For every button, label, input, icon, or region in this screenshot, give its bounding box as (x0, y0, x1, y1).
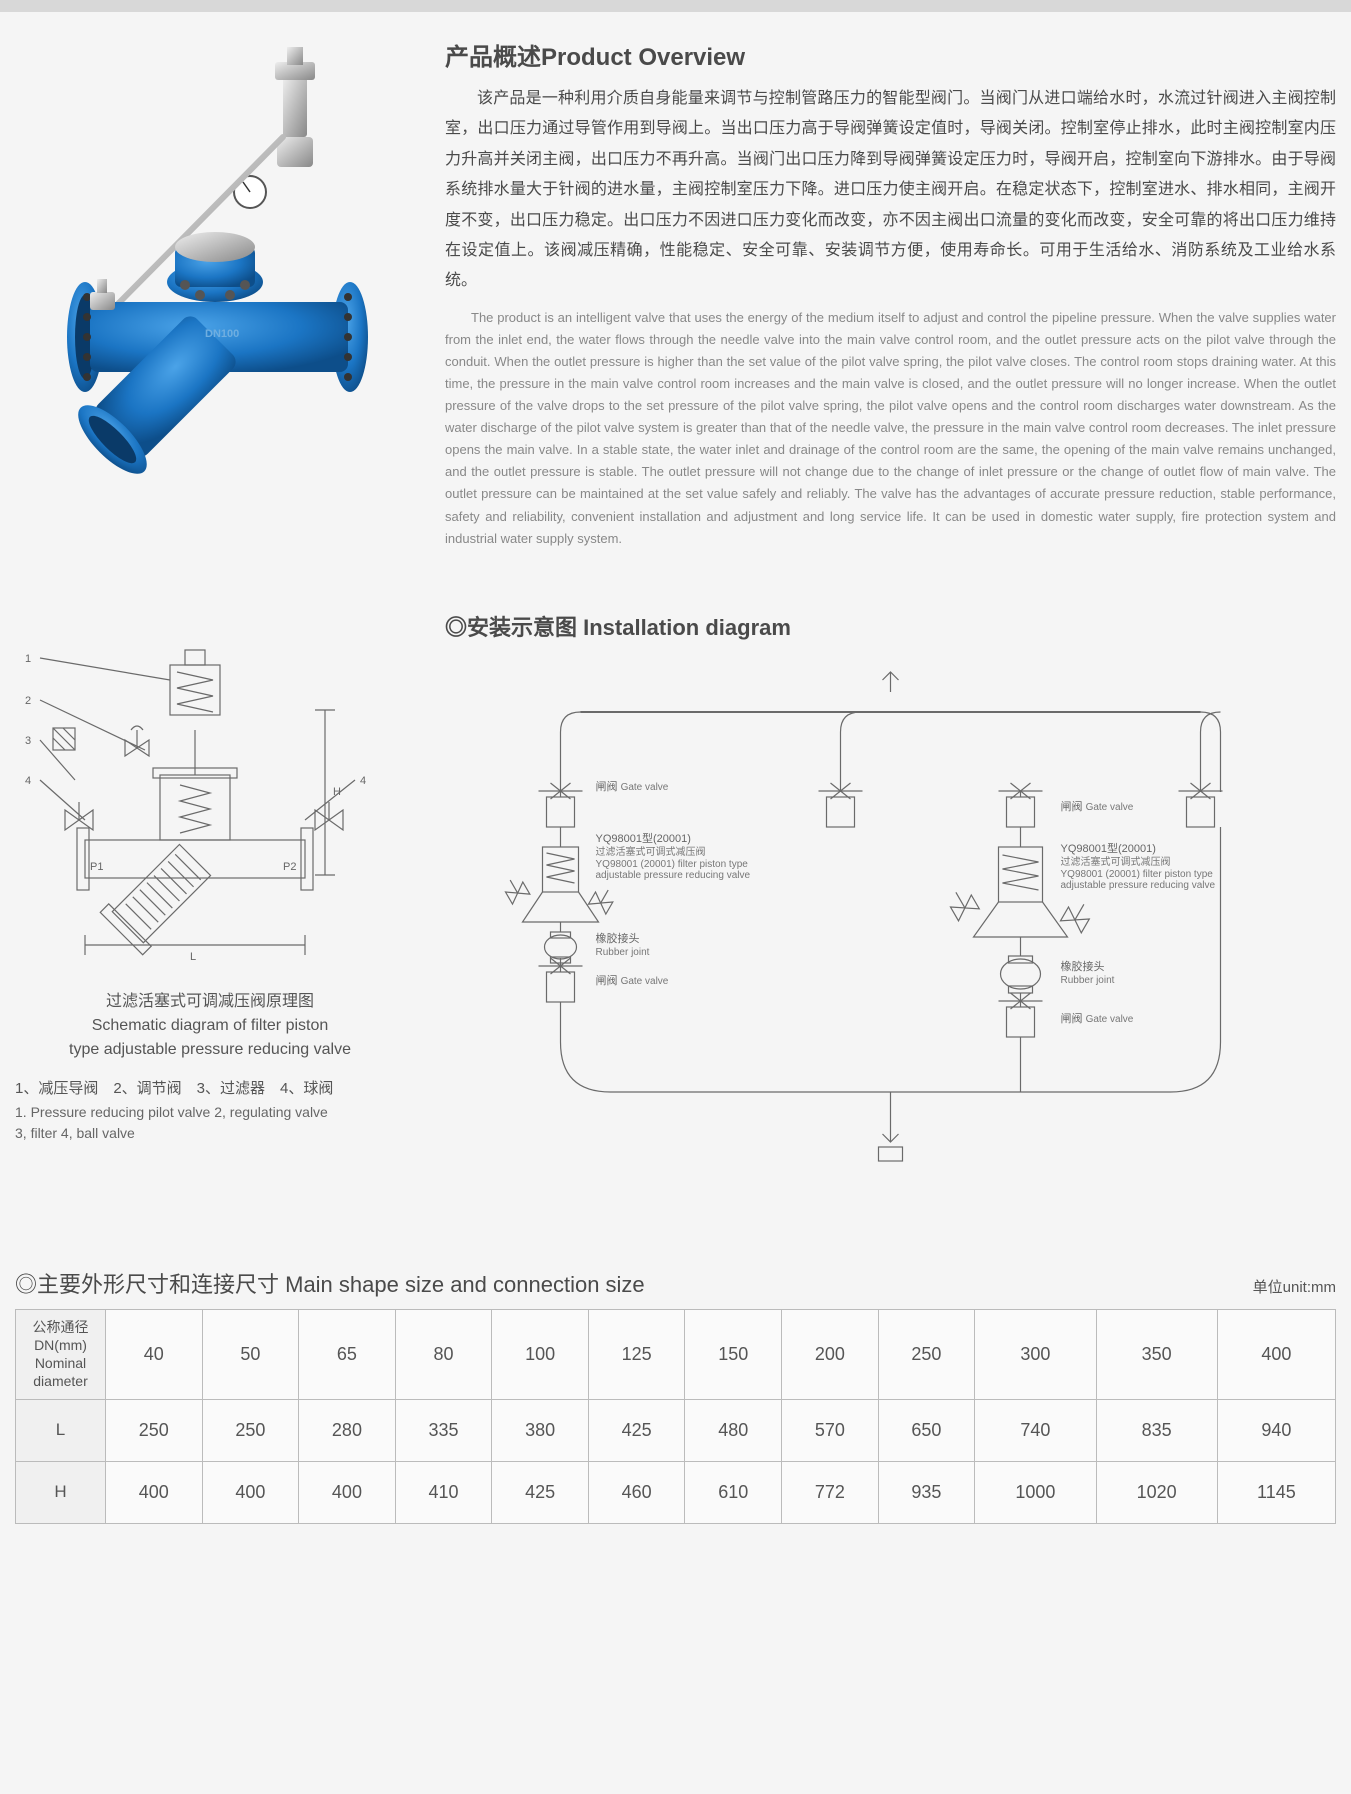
svg-text:adjustable pressure reducing v: adjustable pressure reducing valve (596, 870, 751, 881)
dn-cell: 80 (395, 1309, 492, 1399)
svg-text:DN100: DN100 (205, 328, 239, 340)
H-cell: 1020 (1096, 1461, 1217, 1523)
installation-title: ◎安装示意图 Installation diagram (445, 610, 1336, 642)
dn-cell: 300 (975, 1309, 1096, 1399)
L-cell: 740 (975, 1399, 1096, 1461)
overview-desc-cn: 该产品是一种利用介质自身能量来调节与控制管路压力的智能型阀门。当阀门从进口端给水… (445, 84, 1336, 297)
schematic-diagram: 1 2 3 4 4 P1 P2 L H (15, 610, 395, 970)
L-cell: 650 (878, 1399, 975, 1461)
L-cell: 940 (1217, 1399, 1335, 1461)
svg-text:adjustable pressure reducing v: adjustable pressure reducing valve (1061, 880, 1216, 891)
svg-text:4: 4 (25, 775, 31, 787)
dn-header: 公称通径 DN(mm) Nominal diameter (16, 1309, 106, 1399)
size-table: 公称通径 DN(mm) Nominal diameter 40 50 65 80… (15, 1309, 1336, 1524)
middle-section: 1 2 3 4 4 P1 P2 L H 过滤活塞式可调减压阀原理图 Schema… (15, 610, 1336, 1187)
H-cell: 772 (782, 1461, 879, 1523)
row-H-header: H (16, 1461, 106, 1523)
svg-text:H: H (333, 786, 341, 798)
svg-text:闸阀 Gate valve: 闸阀 Gate valve (596, 973, 669, 987)
L-cell: 835 (1096, 1399, 1217, 1461)
schematic-caption: 过滤活塞式可调减压阀原理图 Schematic diagram of filte… (15, 990, 405, 1062)
H-cell: 400 (299, 1461, 396, 1523)
dn-cell: 350 (1096, 1309, 1217, 1399)
dn-cell: 65 (299, 1309, 396, 1399)
svg-text:闸阀 Gate valve: 闸阀 Gate valve (1061, 799, 1134, 813)
svg-text:P2: P2 (283, 861, 296, 873)
overview-text: 产品概述Product Overview 该产品是一种利用介质自身能量来调节与控… (445, 37, 1336, 550)
svg-text:闸阀 Gate valve: 闸阀 Gate valve (596, 779, 669, 793)
H-cell: 425 (492, 1461, 589, 1523)
H-cell: 410 (395, 1461, 492, 1523)
dn-cell: 400 (1217, 1309, 1335, 1399)
schematic-caption-en1: Schematic diagram of filter piston (15, 1014, 405, 1038)
svg-text:3: 3 (25, 735, 31, 747)
H-cell: 460 (588, 1461, 685, 1523)
overview-desc-en: The product is an intelligent valve that… (445, 307, 1336, 550)
svg-text:橡胶接头: 橡胶接头 (1061, 959, 1105, 973)
svg-text:2: 2 (25, 695, 31, 707)
svg-text:YQ98001型(20001): YQ98001型(20001) (1061, 841, 1156, 855)
dn-cell: 200 (782, 1309, 879, 1399)
H-cell: 1000 (975, 1461, 1096, 1523)
svg-text:Rubber joint: Rubber joint (1061, 975, 1115, 986)
table-row-L: L 250 250 280 335 380 425 480 570 650 74… (16, 1399, 1336, 1461)
svg-text:YQ98001 (20001) filter piston: YQ98001 (20001) filter piston type (1061, 869, 1214, 880)
table-title: ◎主要外形尺寸和连接尺寸 Main shape size and connect… (15, 1267, 645, 1299)
overview-section: DN100 产品概述Product Overview 该产品是一种利用介质自身能… (15, 37, 1336, 550)
dn-cell: 125 (588, 1309, 685, 1399)
legend-cn: 1、减压导阀 2、调节阀 3、过滤器 4、球阀 (15, 1077, 405, 1098)
L-cell: 380 (492, 1399, 589, 1461)
H-cell: 400 (202, 1461, 299, 1523)
svg-text:L: L (190, 951, 196, 963)
overview-title: 产品概述Product Overview (445, 37, 1336, 72)
H-cell: 935 (878, 1461, 975, 1523)
unit-label: 单位unit:mm (1253, 1276, 1336, 1297)
dn-cell: 50 (202, 1309, 299, 1399)
svg-text:过滤活塞式可调式减压阀: 过滤活塞式可调式减压阀 (1061, 855, 1171, 868)
L-cell: 480 (685, 1399, 782, 1461)
valve-illustration: DN100 (15, 37, 415, 487)
L-cell: 425 (588, 1399, 685, 1461)
schematic-caption-en2: type adjustable pressure reducing valve (15, 1038, 405, 1062)
row-L-header: L (16, 1399, 106, 1461)
table-section: ◎主要外形尺寸和连接尺寸 Main shape size and connect… (15, 1267, 1336, 1524)
svg-text:Rubber joint: Rubber joint (596, 947, 650, 958)
table-header-row: 公称通径 DN(mm) Nominal diameter 40 50 65 80… (16, 1309, 1336, 1399)
svg-text:过滤活塞式可调式减压阀: 过滤活塞式可调式减压阀 (596, 845, 706, 858)
svg-text:1: 1 (25, 653, 31, 665)
L-cell: 280 (299, 1399, 396, 1461)
legend-en1: 1. Pressure reducing pilot valve 2, regu… (15, 1102, 405, 1123)
svg-text:闸阀 Gate valve: 闸阀 Gate valve (1061, 1011, 1134, 1025)
installation-column: ◎安装示意图 Installation diagram (445, 610, 1336, 1187)
L-cell: 250 (106, 1399, 203, 1461)
dn-cell: 100 (492, 1309, 589, 1399)
dn-cell: 150 (685, 1309, 782, 1399)
svg-text:P1: P1 (90, 861, 103, 873)
L-cell: 250 (202, 1399, 299, 1461)
H-cell: 400 (106, 1461, 203, 1523)
schematic-caption-cn: 过滤活塞式可调减压阀原理图 (15, 990, 405, 1014)
schematic-column: 1 2 3 4 4 P1 P2 L H 过滤活塞式可调减压阀原理图 Schema… (15, 610, 405, 1187)
svg-text:YQ98001 (20001) filter piston: YQ98001 (20001) filter piston type (596, 859, 749, 870)
svg-text:橡胶接头: 橡胶接头 (596, 931, 640, 945)
H-cell: 1145 (1217, 1461, 1335, 1523)
dn-cell: 250 (878, 1309, 975, 1399)
legend-en2: 3, filter 4, ball valve (15, 1123, 405, 1144)
installation-diagram: 闸阀 Gate valve YQ98001型(20001) 过滤活塞式可调式减压… (445, 662, 1336, 1182)
table-row-H: H 400 400 400 410 425 460 610 772 935 10… (16, 1461, 1336, 1523)
dn-cell: 40 (106, 1309, 203, 1399)
top-bar (0, 0, 1351, 12)
H-cell: 610 (685, 1461, 782, 1523)
L-cell: 570 (782, 1399, 879, 1461)
L-cell: 335 (395, 1399, 492, 1461)
svg-text:YQ98001型(20001): YQ98001型(20001) (596, 831, 691, 845)
product-image: DN100 (15, 37, 415, 487)
svg-text:4: 4 (360, 775, 366, 787)
